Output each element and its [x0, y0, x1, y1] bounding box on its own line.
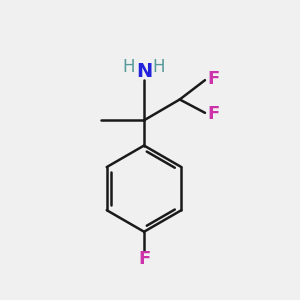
Text: F: F [138, 250, 150, 268]
Text: F: F [207, 105, 219, 123]
Text: F: F [207, 70, 219, 88]
Text: H: H [152, 58, 165, 76]
Text: N: N [136, 62, 152, 81]
Text: H: H [122, 58, 135, 76]
